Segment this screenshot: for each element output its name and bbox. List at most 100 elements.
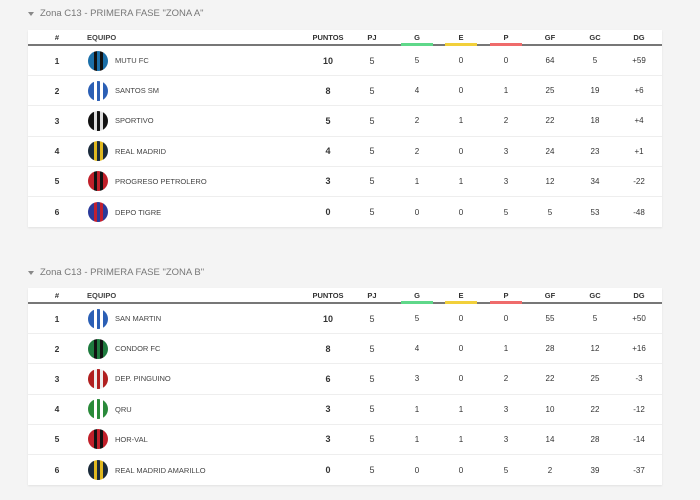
- caret-down-icon: [28, 11, 34, 16]
- header-team[interactable]: EQUIPO: [87, 290, 117, 300]
- team-name[interactable]: SANTOS SM: [115, 86, 160, 96]
- cell-pj: 5: [369, 465, 375, 476]
- cell-pj: 5: [369, 207, 375, 218]
- team-logo-icon: [88, 141, 108, 162]
- cell-p: 3: [503, 146, 509, 156]
- cell-p: 3: [503, 434, 509, 444]
- header-pj[interactable]: PJ: [367, 32, 377, 42]
- cell-pts: 3: [325, 176, 331, 187]
- table-row[interactable]: 3 6 5 3 0 2 22 25 -3 DEP. PINGUINO: [28, 364, 662, 395]
- cell-g: 2: [414, 116, 420, 126]
- table-header: # PUNTOS PJ G E P GF GC DG EQUIPO: [28, 30, 662, 46]
- cell-pj: 5: [369, 55, 375, 66]
- cell-dg: -14: [633, 434, 645, 444]
- cell-pj: 5: [369, 176, 375, 187]
- cell-gf: 25: [545, 86, 555, 96]
- cell-g: 1: [414, 434, 420, 444]
- cell-e: 1: [458, 434, 464, 444]
- team-name[interactable]: DEP. PINGUINO: [115, 374, 171, 384]
- cell-gf: 24: [545, 146, 555, 156]
- team-logo-icon: [88, 171, 108, 192]
- cell-gc: 19: [590, 86, 600, 96]
- cell-pts: 4: [325, 146, 331, 157]
- table-row[interactable]: 6 0 5 0 0 5 2 39 -37 REAL MADRID AMARILLO: [28, 455, 662, 485]
- group-toggle[interactable]: Zona C13 - PRIMERA FASE "ZONA A": [28, 8, 204, 19]
- table-row[interactable]: 4 3 5 1 1 3 10 22 -12 QRU: [28, 395, 662, 425]
- table-row[interactable]: 2 8 5 4 0 1 28 12 +16 CONDOR FC: [28, 334, 662, 365]
- team-name[interactable]: SPORTIVO: [115, 116, 154, 126]
- header-gf[interactable]: GF: [544, 32, 556, 42]
- cell-pj: 5: [369, 343, 375, 354]
- cell-e: 0: [458, 146, 464, 156]
- table-row[interactable]: 1 10 5 5 0 0 64 5 +59 MUTU FC: [28, 46, 662, 77]
- team-logo-icon: [88, 50, 108, 71]
- header-pts[interactable]: PUNTOS: [312, 290, 344, 300]
- cell-gf: 12: [545, 176, 555, 186]
- cell-p: 1: [503, 344, 509, 354]
- header-g[interactable]: G: [397, 30, 437, 46]
- cell-dg: -12: [633, 404, 645, 414]
- header-e[interactable]: E: [441, 30, 481, 46]
- table-row[interactable]: 4 4 5 2 0 3 24 23 +1 REAL MADRID: [28, 137, 662, 167]
- cell-dg: +16: [632, 344, 646, 354]
- team-logo-icon: [88, 202, 108, 223]
- header-gc[interactable]: GC: [589, 32, 601, 42]
- cell-g: 4: [414, 86, 420, 96]
- header-e[interactable]: E: [441, 288, 481, 304]
- cell-gc: 34: [590, 176, 600, 186]
- team-name[interactable]: DEPO TIGRE: [115, 207, 162, 217]
- header-pts[interactable]: PUNTOS: [312, 32, 344, 42]
- cell-e: 0: [458, 344, 464, 354]
- team-logo-icon: [88, 338, 108, 359]
- cell-pj: 5: [369, 434, 375, 445]
- cell-pts: 3: [325, 434, 331, 445]
- team-name[interactable]: REAL MADRID AMARILLO: [115, 465, 206, 475]
- cell-p: 5: [503, 465, 509, 475]
- cell-gf: 28: [545, 344, 555, 354]
- cell-pts: 8: [325, 343, 331, 354]
- team-name[interactable]: MUTU FC: [115, 56, 149, 66]
- header-pj[interactable]: PJ: [367, 290, 377, 300]
- header-g[interactable]: G: [397, 288, 437, 304]
- team-logo-icon: [88, 110, 108, 131]
- cell-gc: 23: [590, 146, 600, 156]
- table-row[interactable]: 2 8 5 4 0 1 25 19 +6 SANTOS SM: [28, 76, 662, 107]
- cell-pos: 4: [54, 146, 60, 157]
- cell-pts: 6: [325, 373, 331, 384]
- team-logo-icon: [88, 368, 108, 389]
- header-dg[interactable]: DG: [633, 290, 645, 300]
- cell-gf: 55: [545, 314, 555, 324]
- team-name[interactable]: CONDOR FC: [115, 344, 161, 354]
- team-name[interactable]: PROGRESO PETROLERO: [115, 176, 207, 186]
- header-p[interactable]: P: [486, 30, 526, 46]
- table-row[interactable]: 5 3 5 1 1 3 14 28 -14 HOR-VAL: [28, 425, 662, 455]
- cell-g: 5: [414, 314, 420, 324]
- cell-pj: 5: [369, 313, 375, 324]
- team-name[interactable]: HOR-VAL: [115, 434, 148, 444]
- table-row[interactable]: 5 3 5 1 1 3 12 34 -22 PROGRESO PETROLERO: [28, 167, 662, 197]
- team-logo-icon: [88, 429, 108, 450]
- header-gf[interactable]: GF: [544, 290, 556, 300]
- team-name[interactable]: REAL MADRID: [115, 146, 166, 156]
- table-row[interactable]: 1 10 5 5 0 0 55 5 +50 SAN MARTIN: [28, 304, 662, 335]
- cell-pts: 3: [325, 404, 331, 415]
- cell-pos: 3: [54, 373, 60, 384]
- cell-g: 4: [414, 344, 420, 354]
- cell-gc: 25: [590, 374, 600, 384]
- group-title: Zona C13 - PRIMERA FASE "ZONA B": [40, 267, 205, 278]
- cell-dg: +6: [634, 86, 644, 96]
- cell-pj: 5: [369, 404, 375, 415]
- header-team[interactable]: EQUIPO: [87, 32, 117, 42]
- table-row[interactable]: 3 5 5 2 1 2 22 18 +4 SPORTIVO: [28, 106, 662, 137]
- header-gc[interactable]: GC: [589, 290, 601, 300]
- team-name[interactable]: QRU: [115, 404, 132, 414]
- header-pos[interactable]: #: [54, 32, 60, 42]
- header-p[interactable]: P: [486, 288, 526, 304]
- group-toggle[interactable]: Zona C13 - PRIMERA FASE "ZONA B": [28, 267, 204, 278]
- table-row[interactable]: 6 0 5 0 0 5 5 53 -48 DEPO TIGRE: [28, 197, 662, 227]
- team-name[interactable]: SAN MARTIN: [115, 314, 162, 324]
- header-pos[interactable]: #: [54, 290, 60, 300]
- cell-e: 0: [458, 86, 464, 96]
- header-dg[interactable]: DG: [633, 32, 645, 42]
- cell-e: 1: [458, 176, 464, 186]
